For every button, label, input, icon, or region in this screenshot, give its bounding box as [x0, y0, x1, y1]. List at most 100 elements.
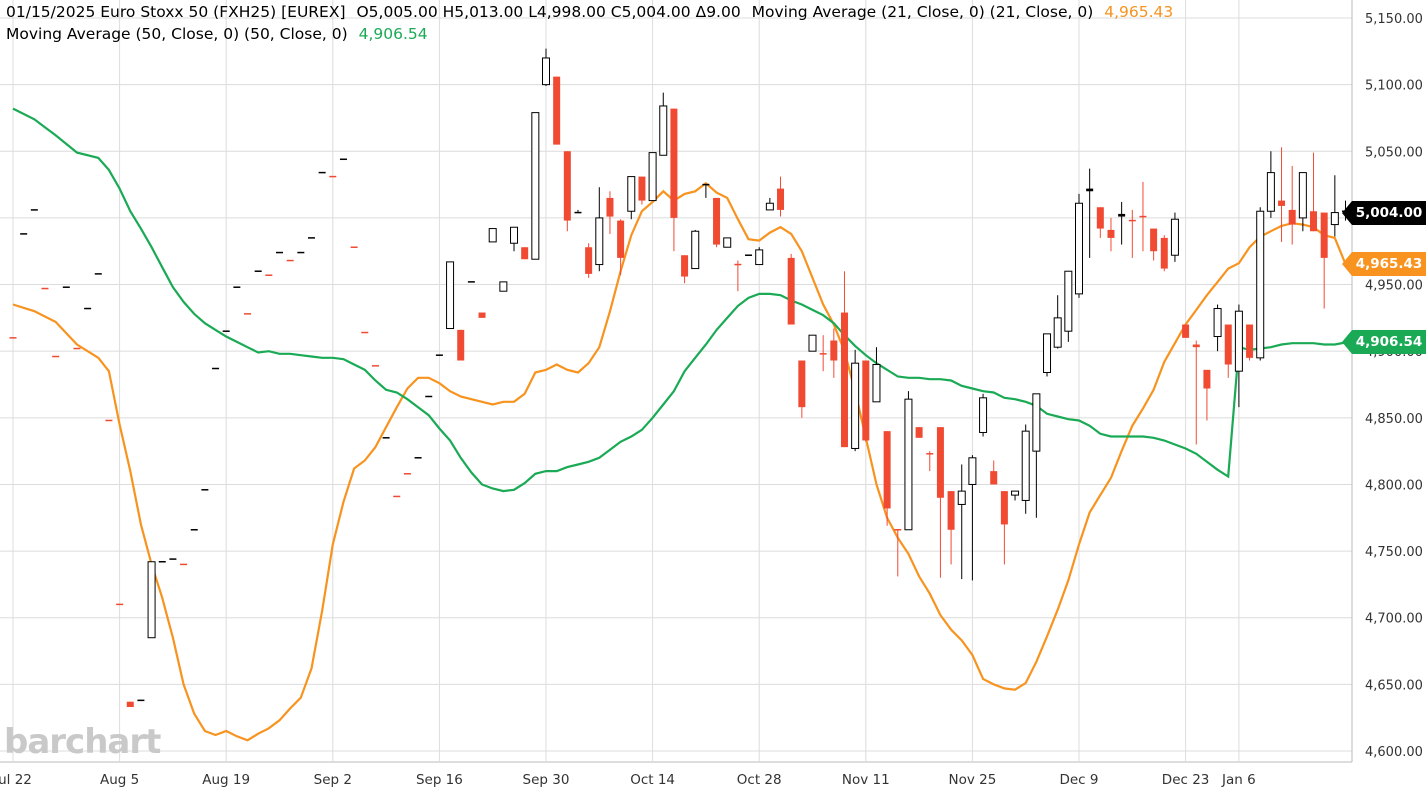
candle [137, 699, 145, 702]
candle [1128, 209, 1136, 258]
y-tick-label: 4,650.00 [1365, 678, 1423, 693]
candle [1053, 295, 1062, 349]
candle [435, 354, 443, 356]
candle [478, 312, 486, 318]
candle-body [158, 561, 166, 563]
candle [1107, 217, 1115, 252]
candle [307, 237, 315, 239]
candle-body [1139, 215, 1147, 218]
candle [521, 247, 529, 260]
candle-body [531, 112, 540, 260]
x-tick-label: Nov 11 [842, 772, 890, 788]
header-line-1: 01/15/2025 Euro Stoxx 50 (FXH25) [EUREX]… [6, 3, 1179, 21]
candle-body [702, 183, 710, 186]
candle [894, 529, 902, 577]
candle [41, 287, 49, 290]
candle-body [116, 603, 124, 606]
candle [499, 281, 508, 292]
candle [329, 175, 337, 178]
candle-body [1032, 393, 1041, 452]
candle [990, 460, 998, 485]
candle [1213, 304, 1222, 352]
candle [872, 347, 881, 403]
candle [169, 558, 177, 560]
candle [1298, 172, 1307, 232]
candle-body [446, 261, 455, 330]
candle-body [212, 367, 220, 370]
x-axis: Jul 22 Aug 5 Aug 19 Sep 2 Sep 16 Sep 30 Oct 14… [0, 772, 1256, 788]
candle [222, 330, 230, 332]
candle [1075, 193, 1083, 298]
x-tick-label: Jan 6 [1221, 772, 1256, 788]
candle-body [1330, 212, 1339, 226]
candle-body [638, 176, 646, 201]
candle [798, 360, 806, 418]
candle-body [904, 398, 913, 531]
candle [883, 431, 891, 526]
candle [350, 246, 358, 248]
candle [819, 335, 827, 372]
candle [265, 274, 273, 276]
x-tick-label: Oct 28 [737, 772, 782, 788]
candle [286, 259, 294, 262]
candle [20, 233, 28, 235]
candle-body [968, 457, 977, 485]
candle [574, 209, 582, 214]
candle-body [627, 176, 636, 212]
candle-body [329, 175, 337, 178]
candle-body [1192, 344, 1200, 348]
ohlc-readout: O5,005.00 H5,013.00 L4,998.00 C5,004.00 … [356, 3, 741, 21]
candle [52, 355, 60, 358]
candle-body [414, 457, 422, 459]
x-tick-label: Aug 19 [202, 772, 250, 788]
candle [1118, 201, 1126, 245]
candle-body [691, 230, 700, 270]
candle [201, 489, 209, 491]
candle-body [9, 337, 17, 339]
candle [297, 251, 305, 254]
candle-body [265, 274, 273, 276]
candle-body [1064, 270, 1073, 332]
candle [723, 237, 732, 248]
candle-body [585, 247, 593, 274]
candle [457, 329, 465, 361]
ma50-line [12, 107, 1346, 493]
candle-body [542, 57, 550, 86]
candle [1266, 151, 1275, 218]
candle-body [1021, 430, 1030, 501]
candle [318, 171, 326, 174]
candle [212, 367, 220, 370]
candle [1203, 369, 1211, 421]
candle [670, 108, 678, 252]
x-tick-label: Sep 30 [523, 772, 570, 788]
candle [30, 209, 38, 211]
candle-body [777, 188, 785, 210]
candle [361, 331, 369, 334]
candle-body [1107, 229, 1115, 238]
candle-body [872, 364, 881, 403]
candle-body [222, 330, 230, 332]
candle-body [297, 251, 305, 254]
candle [1086, 168, 1094, 258]
candle-body [286, 259, 294, 262]
candle-body [84, 307, 92, 310]
candle-body [180, 563, 188, 566]
candle [979, 393, 988, 437]
candle [713, 197, 721, 248]
candle [84, 307, 92, 310]
candle-body [765, 202, 774, 211]
y-tick-label: 4,950.00 [1365, 279, 1423, 294]
candle [808, 334, 817, 352]
barchart-logo: barchart [4, 722, 161, 762]
candle [62, 286, 70, 288]
candle-body [137, 699, 145, 702]
candle [105, 419, 113, 422]
candle [830, 328, 838, 378]
candle-body [276, 251, 283, 254]
y-axis: 4,600.00 4,650.00 4,700.00 4,750.00 4,800.00… [1365, 12, 1423, 760]
candle-body [1234, 310, 1243, 372]
y-tick-label: 4,850.00 [1365, 412, 1423, 427]
candle-body [553, 76, 561, 145]
